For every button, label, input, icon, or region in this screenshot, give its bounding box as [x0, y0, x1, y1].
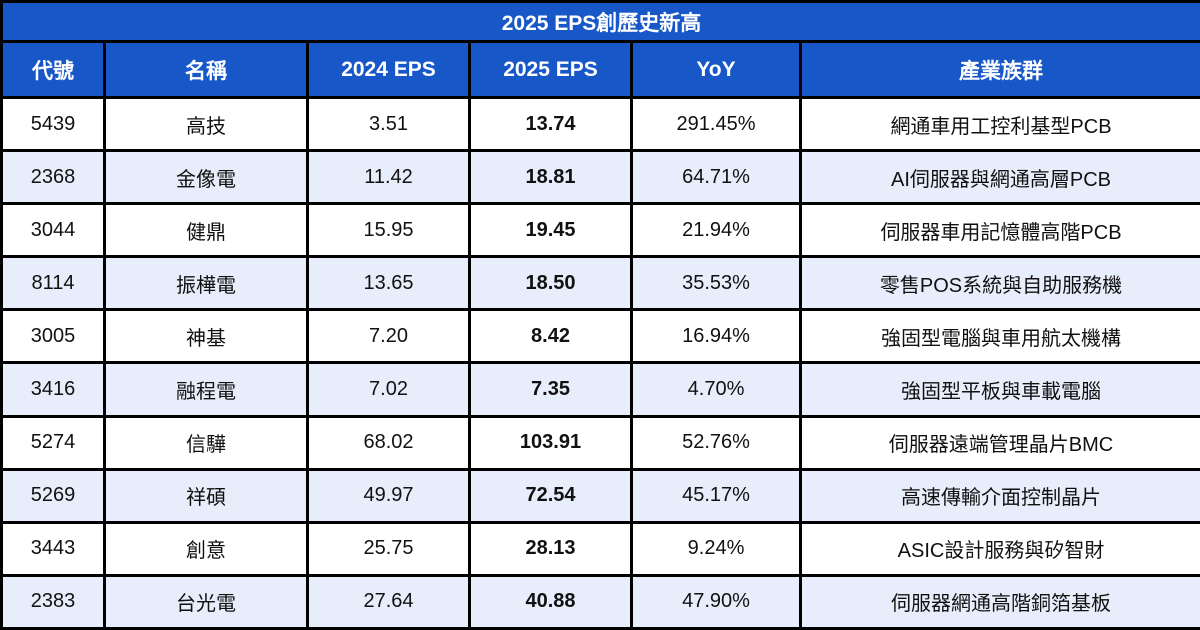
table-title: 2025 EPS創歷史新高: [0, 0, 1200, 43]
cell-code: 8114: [0, 255, 106, 312]
cell-yoy: 21.94%: [630, 202, 802, 259]
cell-yoy: 9.24%: [630, 520, 802, 577]
table-row: 5439 高技 3.51 13.74 291.45% 網通車用工控利基型PCB: [0, 95, 1200, 153]
cell-eps2025: 103.91: [468, 414, 633, 471]
cell-yoy: 4.70%: [630, 361, 802, 418]
cell-sector: 強固型平板與車載電腦: [798, 361, 1200, 418]
cell-sector: AI伺服器與網通高層PCB: [798, 149, 1200, 206]
cell-eps2024: 3.51: [306, 95, 471, 153]
cell-eps2024: 49.97: [306, 467, 471, 524]
column-header-eps2025: 2025 EPS: [468, 40, 633, 99]
cell-sector: 伺服器遠端管理晶片BMC: [798, 414, 1200, 471]
cell-eps2025: 7.35: [468, 361, 633, 418]
cell-code: 2383: [0, 573, 106, 630]
cell-name: 信驊: [103, 414, 309, 471]
cell-yoy: 47.90%: [630, 573, 802, 630]
cell-eps2025: 13.74: [468, 95, 633, 153]
cell-name: 融程電: [103, 361, 309, 418]
cell-eps2024: 7.20: [306, 308, 471, 365]
cell-eps2025: 28.13: [468, 520, 633, 577]
cell-eps2024: 13.65: [306, 255, 471, 312]
column-header-sector: 產業族群: [798, 40, 1200, 99]
cell-sector: ASIC設計服務與矽智財: [798, 520, 1200, 577]
title-row: 2025 EPS創歷史新高: [0, 0, 1200, 43]
cell-sector: 網通車用工控利基型PCB: [798, 95, 1200, 153]
cell-yoy: 16.94%: [630, 308, 802, 365]
cell-yoy: 35.53%: [630, 255, 802, 312]
column-header-code: 代號: [0, 40, 106, 99]
cell-code: 3443: [0, 520, 106, 577]
cell-name: 台光電: [103, 573, 309, 630]
column-header-yoy: YoY: [630, 40, 802, 99]
table-row: 2383 台光電 27.64 40.88 47.90% 伺服器網通高階銅箔基板: [0, 573, 1200, 630]
cell-yoy: 291.45%: [630, 95, 802, 153]
cell-code: 5274: [0, 414, 106, 471]
table-row: 3443 創意 25.75 28.13 9.24% ASIC設計服務與矽智財: [0, 520, 1200, 577]
column-header-eps2024: 2024 EPS: [306, 40, 471, 99]
cell-name: 祥碩: [103, 467, 309, 524]
cell-yoy: 52.76%: [630, 414, 802, 471]
cell-sector: 伺服器網通高階銅箔基板: [798, 573, 1200, 630]
cell-name: 健鼎: [103, 202, 309, 259]
cell-code: 2368: [0, 149, 106, 206]
cell-code: 5269: [0, 467, 106, 524]
cell-eps2025: 72.54: [468, 467, 633, 524]
cell-name: 高技: [103, 95, 309, 153]
table-row: 3005 神基 7.20 8.42 16.94% 強固型電腦與車用航太機構: [0, 308, 1200, 365]
cell-eps2024: 11.42: [306, 149, 471, 206]
cell-sector: 高速傳輸介面控制晶片: [798, 467, 1200, 524]
table-row: 3044 健鼎 15.95 19.45 21.94% 伺服器車用記憶體高階PCB: [0, 202, 1200, 259]
cell-yoy: 45.17%: [630, 467, 802, 524]
cell-eps2024: 27.64: [306, 573, 471, 630]
cell-name: 振樺電: [103, 255, 309, 312]
cell-eps2025: 19.45: [468, 202, 633, 259]
cell-code: 3044: [0, 202, 106, 259]
cell-eps2025: 40.88: [468, 573, 633, 630]
table-row: 2368 金像電 11.42 18.81 64.71% AI伺服器與網通高層PC…: [0, 149, 1200, 206]
cell-eps2024: 25.75: [306, 520, 471, 577]
cell-name: 創意: [103, 520, 309, 577]
cell-code: 3005: [0, 308, 106, 365]
cell-code: 3416: [0, 361, 106, 418]
cell-name: 金像電: [103, 149, 309, 206]
cell-sector: 伺服器車用記憶體高階PCB: [798, 202, 1200, 259]
cell-eps2024: 68.02: [306, 414, 471, 471]
table-row: 8114 振樺電 13.65 18.50 35.53% 零售POS系統與自助服務…: [0, 255, 1200, 312]
cell-eps2025: 18.50: [468, 255, 633, 312]
cell-code: 5439: [0, 95, 106, 153]
table-row: 3416 融程電 7.02 7.35 4.70% 強固型平板與車載電腦: [0, 361, 1200, 418]
table-row: 5274 信驊 68.02 103.91 52.76% 伺服器遠端管理晶片BMC: [0, 414, 1200, 471]
cell-eps2024: 7.02: [306, 361, 471, 418]
cell-yoy: 64.71%: [630, 149, 802, 206]
column-header-name: 名稱: [103, 40, 309, 99]
cell-eps2024: 15.95: [306, 202, 471, 259]
cell-sector: 零售POS系統與自助服務機: [798, 255, 1200, 312]
cell-eps2025: 18.81: [468, 149, 633, 206]
table-row: 5269 祥碩 49.97 72.54 45.17% 高速傳輸介面控制晶片: [0, 467, 1200, 524]
cell-name: 神基: [103, 308, 309, 365]
cell-eps2025: 8.42: [468, 308, 633, 365]
header-row: 代號 名稱 2024 EPS 2025 EPS YoY 產業族群: [0, 40, 1200, 99]
cell-sector: 強固型電腦與車用航太機構: [798, 308, 1200, 365]
